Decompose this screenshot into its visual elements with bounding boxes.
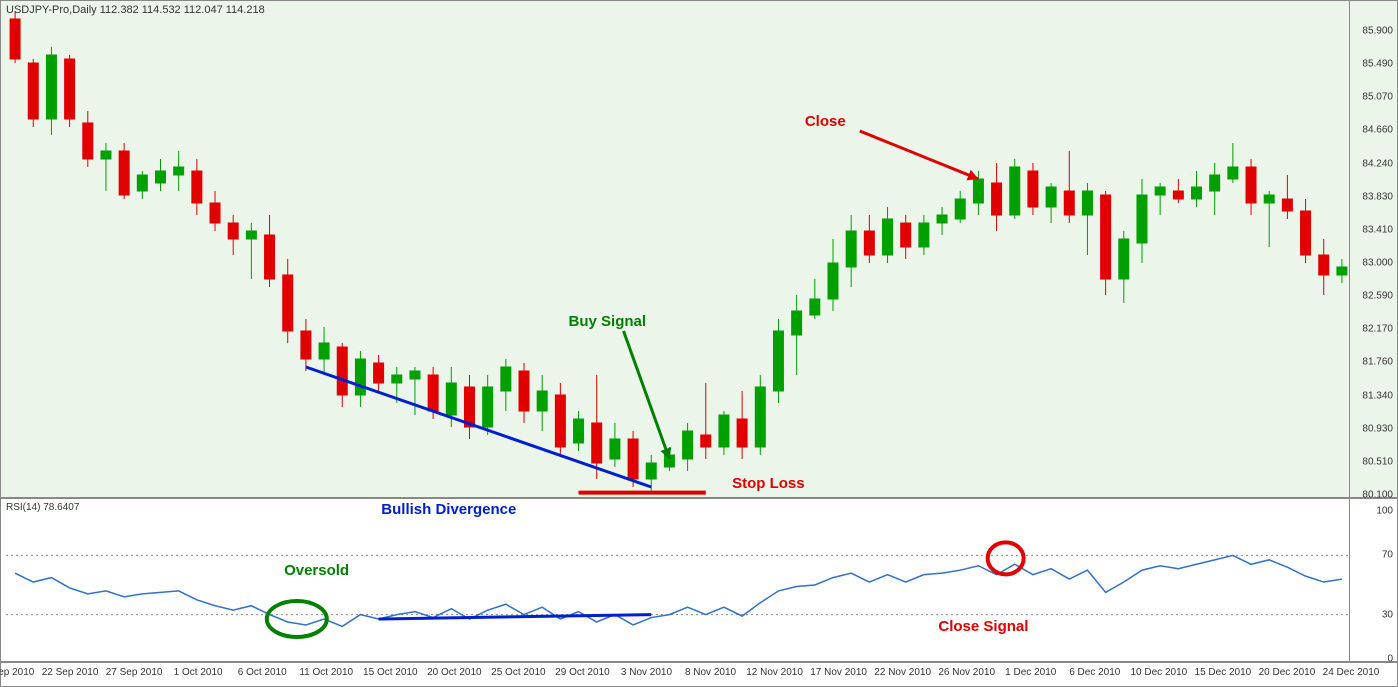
chart-title: USDJPY-Pro,Daily 112.382 114.532 112.047… (6, 4, 265, 16)
xaxis-tick: 29 Oct 2010 (555, 667, 609, 678)
rsi-annotation-close-signal: Close Signal (938, 618, 1028, 635)
xaxis-tick: 22 Sep 2010 (42, 667, 99, 678)
xaxis-tick: 27 Sep 2010 (106, 667, 163, 678)
xaxis-tick: 10 Dec 2010 (1130, 667, 1187, 678)
date-xaxis: 17 Sep 2010 22 Sep 2010 27 Sep 2010 1 Oct 2… (0, 662, 1398, 687)
xaxis-tick: 17 Sep 2010 (0, 667, 34, 678)
xaxis-tick: 15 Dec 2010 (1195, 667, 1252, 678)
xaxis-tick: 17 Nov 2010 (810, 667, 867, 678)
annotation-bullish-divergence: Bullish Divergence (381, 501, 516, 518)
xaxis-tick: 3 Nov 2010 (621, 667, 672, 678)
xaxis-tick: 6 Dec 2010 (1069, 667, 1120, 678)
xaxis-tick: 1 Dec 2010 (1005, 667, 1056, 678)
xaxis-tick: 26 Nov 2010 (938, 667, 995, 678)
xaxis-tick: 8 Nov 2010 (685, 667, 736, 678)
xaxis-tick: 1 Oct 2010 (174, 667, 223, 678)
xaxis-tick: 6 Oct 2010 (238, 667, 287, 678)
xaxis-tick: 20 Oct 2010 (427, 667, 481, 678)
rsi-annotation-oversold: Oversold (284, 562, 349, 579)
annotation-stop-loss: Stop Loss (732, 475, 805, 492)
xaxis-tick: 25 Oct 2010 (491, 667, 545, 678)
xaxis-tick: 11 Oct 2010 (299, 667, 353, 678)
main-candlestick-chart[interactable]: USDJPY-Pro,Daily 112.382 114.532 112.047… (0, 0, 1398, 498)
annotation-close: Close (805, 113, 846, 130)
xaxis-tick: 15 Oct 2010 (363, 667, 417, 678)
chart-container: USDJPY-Pro,Daily 112.382 114.532 112.047… (0, 0, 1398, 687)
rsi-yaxis: 03070100 (1349, 499, 1397, 663)
xaxis-tick: 12 Nov 2010 (746, 667, 803, 678)
xaxis-tick: 22 Nov 2010 (874, 667, 931, 678)
annotation-buy-signal: Buy Signal (569, 313, 647, 330)
main-chart-svg (1, 1, 1398, 499)
rsi-svg (1, 499, 1398, 663)
rsi-indicator-panel[interactable]: RSI(14) 78.6407 03070100 Oversold Close S… (0, 498, 1398, 662)
xaxis-tick: 20 Dec 2010 (1259, 667, 1316, 678)
xaxis-tick: 24 Dec 2010 (1323, 667, 1380, 678)
price-yaxis: 85.90085.49085.07084.66084.24083.83083.4… (1349, 1, 1397, 499)
rsi-title: RSI(14) 78.6407 (6, 502, 79, 513)
